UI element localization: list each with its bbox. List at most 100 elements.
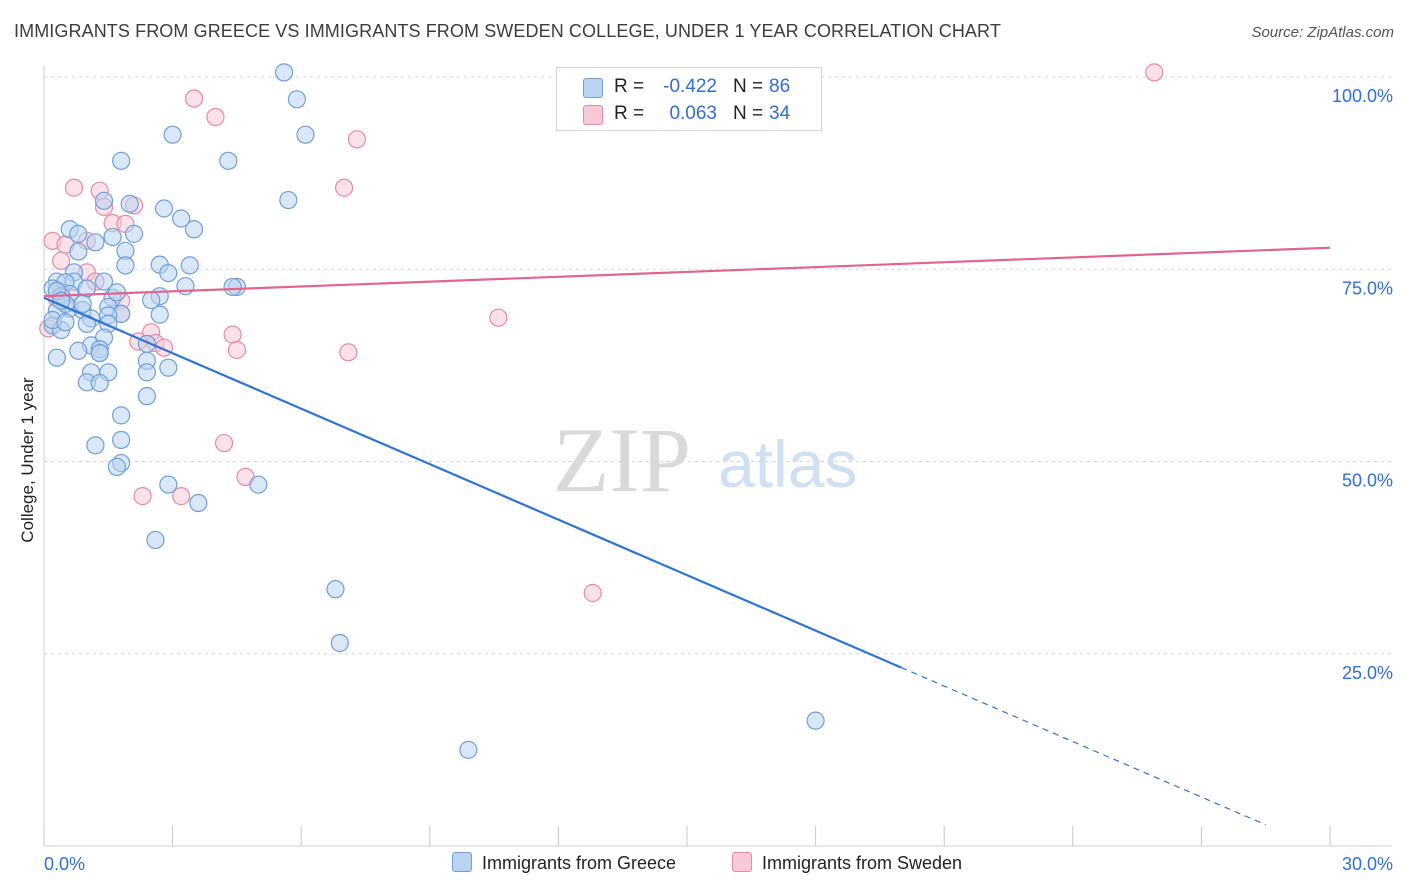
greece-point bbox=[184, 220, 204, 239]
greece-point bbox=[279, 190, 298, 210]
greece-point bbox=[159, 475, 178, 494]
greece-point bbox=[172, 209, 191, 228]
y-tick-label: 50.0% bbox=[1342, 471, 1393, 491]
greece-point bbox=[150, 305, 169, 324]
greece-point bbox=[806, 711, 825, 730]
chart-title: IMMIGRANTS FROM GREECE VS IMMIGRANTS FRO… bbox=[14, 21, 1001, 41]
legend-n-value: 34 bbox=[769, 103, 791, 124]
points-sweden bbox=[39, 63, 1164, 603]
legend-r-label: R = bbox=[614, 76, 645, 97]
sweden-point bbox=[214, 433, 234, 453]
sweden-point bbox=[347, 130, 367, 149]
sweden-point bbox=[133, 487, 152, 506]
correlation-legend: R = -0.422 N = 86 R = 0.063 N = 34 bbox=[556, 67, 822, 131]
greece-point bbox=[112, 406, 131, 425]
greece-point bbox=[69, 341, 88, 360]
greece-point bbox=[146, 530, 165, 550]
sweden-point bbox=[52, 251, 71, 270]
greece-point bbox=[69, 242, 88, 261]
sweden-point bbox=[1145, 63, 1164, 82]
greece-point bbox=[56, 313, 75, 332]
y-tick-label: 25.0% bbox=[1342, 663, 1393, 683]
greece-point bbox=[116, 256, 135, 275]
greece-point bbox=[120, 194, 139, 213]
greece-point bbox=[330, 633, 349, 653]
legend-swatch-greece bbox=[583, 78, 603, 98]
x-tick-label: 0.0% bbox=[44, 854, 85, 874]
y-tick-label: 75.0% bbox=[1342, 278, 1393, 298]
greece-point bbox=[86, 436, 105, 455]
greece-point bbox=[69, 224, 88, 243]
sweden-point bbox=[339, 343, 358, 362]
watermark-zip: ZIP bbox=[553, 409, 691, 511]
greece-point bbox=[163, 125, 182, 144]
sweden-point bbox=[583, 583, 602, 603]
greece-point bbox=[287, 90, 307, 109]
greece-point bbox=[137, 387, 156, 406]
legend-row-sweden: R = 0.063 N = 34 bbox=[557, 101, 821, 127]
greece-point bbox=[180, 256, 199, 275]
sweden-point bbox=[334, 178, 354, 197]
legend-n-label: N = bbox=[733, 76, 764, 97]
axes bbox=[43, 66, 1392, 847]
greece-point bbox=[90, 373, 109, 393]
tick-labels: 25.0% 50.0% 75.0% 100.0% 0.0% 30.0% bbox=[44, 86, 1393, 874]
greece-point bbox=[73, 294, 92, 313]
greece-point bbox=[189, 493, 208, 513]
greece-point bbox=[103, 227, 122, 247]
legend-n-label: N = bbox=[733, 103, 764, 124]
sweden-point bbox=[206, 107, 225, 127]
legend-n-value: 86 bbox=[769, 76, 791, 97]
greece-point bbox=[326, 580, 345, 599]
sweden-point bbox=[184, 89, 204, 108]
legend-r-value: 0.063 bbox=[669, 103, 717, 124]
greece-point bbox=[296, 125, 315, 144]
trendline-greece bbox=[43, 296, 902, 669]
greece-point bbox=[159, 263, 178, 283]
legend-r-label: R = bbox=[614, 103, 645, 124]
legend-row-greece: R = -0.422 N = 86 bbox=[557, 74, 821, 100]
legend-r-value: -0.422 bbox=[663, 76, 717, 97]
greece-point bbox=[94, 191, 114, 210]
sweden-point bbox=[489, 308, 508, 327]
greece-point bbox=[459, 740, 478, 759]
legend-swatch-sweden bbox=[583, 105, 603, 125]
trendline-sweden bbox=[43, 246, 1331, 298]
greece-point bbox=[274, 63, 294, 82]
watermark: ZIP atlas bbox=[553, 409, 857, 511]
greece-point bbox=[154, 199, 174, 218]
greece-point bbox=[142, 290, 161, 310]
greece-point bbox=[159, 358, 178, 377]
series-legend-greece[interactable]: Immigrants from Greece bbox=[452, 852, 676, 874]
trendlines bbox=[43, 246, 1331, 826]
sweden-point bbox=[223, 325, 242, 344]
greece-point bbox=[86, 233, 105, 252]
greece-point bbox=[47, 348, 66, 367]
greece-point bbox=[223, 277, 242, 297]
greece-point bbox=[219, 151, 238, 170]
greece-point bbox=[107, 457, 126, 476]
sweden-point bbox=[172, 487, 191, 506]
y-tick-label: 100.0% bbox=[1332, 86, 1393, 106]
series-name-greece: Immigrants from Greece bbox=[482, 853, 677, 873]
greece-point bbox=[124, 224, 144, 243]
series-legend-sweden[interactable]: Immigrants from Sweden bbox=[732, 852, 962, 874]
gridlines bbox=[44, 76, 1392, 655]
series-name-sweden: Immigrants from Sweden bbox=[762, 853, 963, 873]
greece-point bbox=[249, 475, 268, 494]
greece-point bbox=[112, 151, 131, 170]
greece-point bbox=[94, 272, 114, 291]
x-tick-label: 30.0% bbox=[1342, 854, 1393, 874]
source-credit: Source: ZipAtlas.com bbox=[1251, 24, 1394, 41]
greece-point bbox=[112, 430, 131, 450]
y-axis-label: College, Under 1 year bbox=[18, 377, 37, 543]
sweden-point bbox=[227, 340, 246, 360]
series-swatch-sweden bbox=[732, 852, 752, 872]
series-swatch-greece bbox=[452, 852, 472, 872]
greece-point bbox=[137, 363, 156, 382]
trendline-greece-extrapolated bbox=[901, 667, 1266, 826]
sweden-point bbox=[64, 178, 84, 197]
watermark-atlas: atlas bbox=[718, 427, 857, 501]
greece-point bbox=[90, 343, 109, 363]
